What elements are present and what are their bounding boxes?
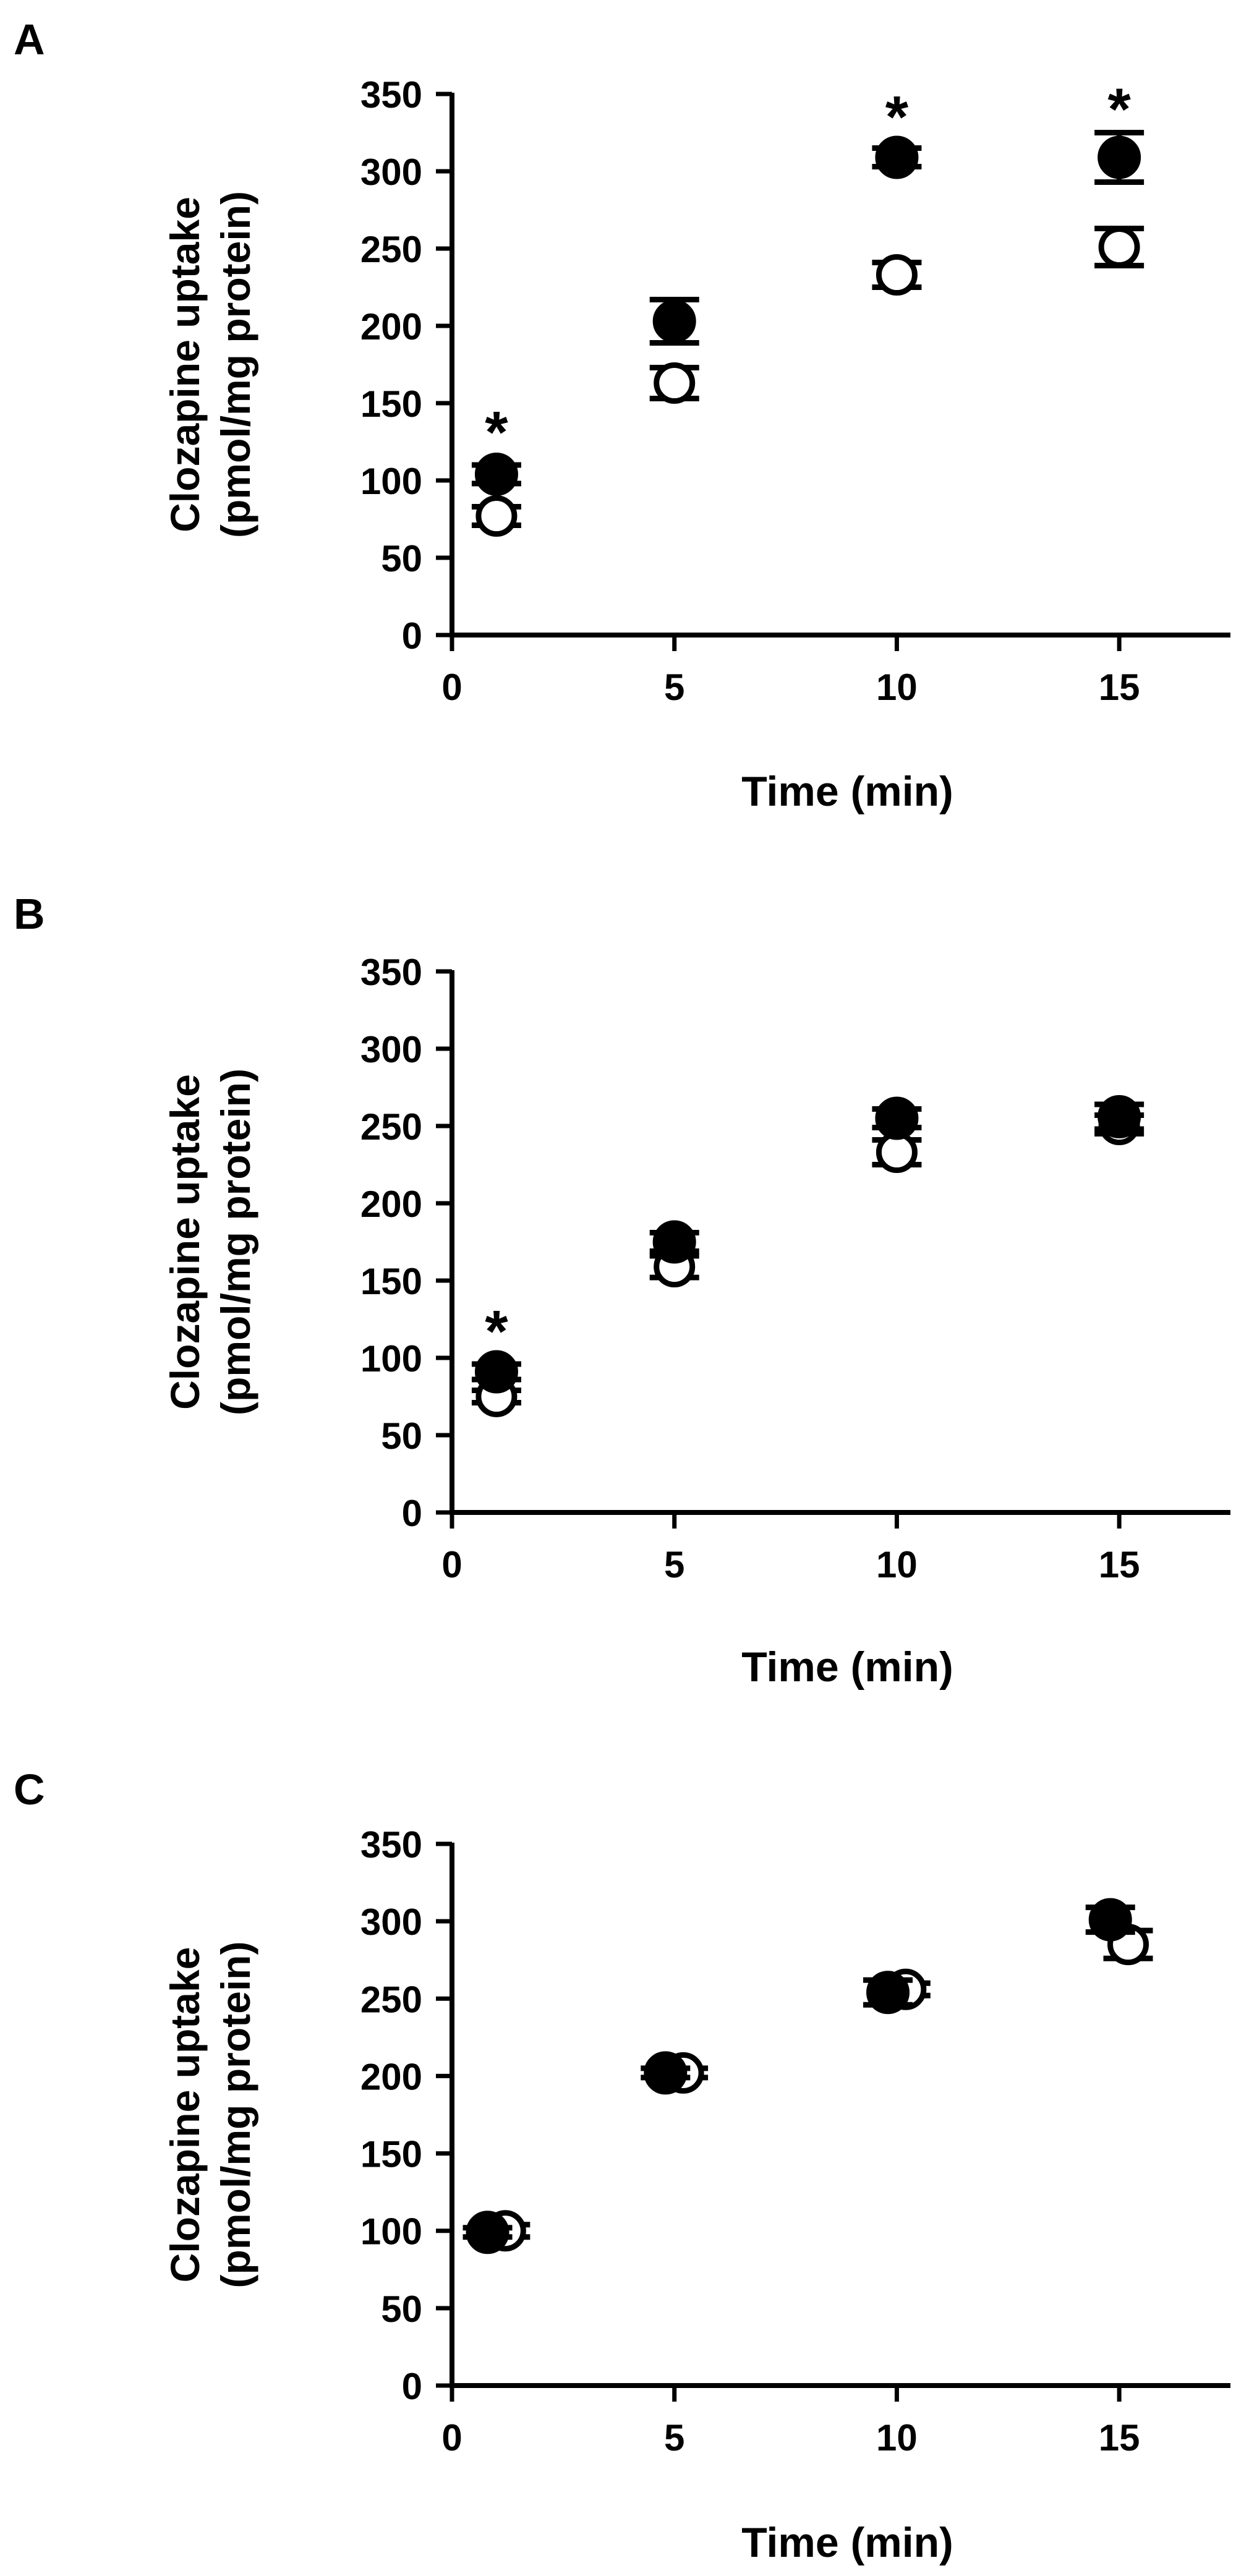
data-point-filled (875, 135, 919, 179)
series-open (471, 226, 1144, 537)
x-tick-label: 15 (1099, 2417, 1140, 2459)
data-point-open (1098, 226, 1140, 268)
data-point-filled (866, 1971, 910, 2015)
y-tick-label: 250 (360, 229, 422, 270)
series-filled (471, 1095, 1144, 1394)
data-point-open (876, 254, 918, 296)
chart-panel-c: C 0 50 100 150 200 250 300 350 0 5 10 15 Time (min) Cl… (14, 1765, 1230, 2566)
y-tick-label: 0 (402, 615, 422, 657)
y-tick-label: 0 (402, 2366, 422, 2407)
x-tick-label: 0 (441, 1544, 462, 1585)
series-open (471, 1104, 1144, 1417)
x-tick-label: 10 (876, 667, 918, 708)
x-tick-label: 5 (664, 2417, 684, 2459)
x-axis-label: Time (min) (741, 768, 953, 815)
y-tick-label: 200 (360, 306, 422, 348)
y-tick-label: 0 (402, 1493, 422, 1534)
x-tick-label: 0 (441, 667, 462, 708)
y-tick-label: 300 (360, 151, 422, 193)
y-tick-label: 200 (360, 2056, 422, 2097)
data-point-filled (644, 2051, 688, 2095)
significance-star: * (1107, 77, 1131, 143)
y-tick-label: 150 (360, 1261, 422, 1302)
panel-label: B (14, 890, 45, 938)
series-filled (462, 1898, 1135, 2254)
significance-star: * (485, 399, 508, 466)
data-point-filled (1097, 135, 1141, 179)
significance-star: * (485, 1299, 508, 1365)
data-point-filled (652, 299, 696, 343)
x-tick-label: 10 (876, 1544, 918, 1585)
data-point-open (654, 362, 696, 404)
y-axis-label-line: Clozapine uptake (162, 197, 208, 532)
chart-panel-a: A 0 50 100 150 200 250 300 350 0 5 10 15 Time (min) Cl… (14, 15, 1230, 815)
x-tick-label: 10 (876, 2417, 918, 2459)
y-tick-label: 250 (360, 1979, 422, 2020)
y-tick-label: 100 (360, 1338, 422, 1380)
y-tick-label: 300 (360, 1029, 422, 1070)
x-tick-label: 5 (664, 667, 684, 708)
x-tick-label: 15 (1099, 667, 1140, 708)
y-tick-label: 50 (381, 2288, 422, 2330)
x-tick-label: 15 (1099, 1544, 1140, 1585)
y-axis-label-line: Clozapine uptake (162, 1947, 208, 2283)
y-tick-label: 150 (360, 2134, 422, 2175)
y-tick-label: 350 (360, 952, 422, 993)
series-open (480, 1924, 1153, 2252)
data-point-filled (875, 1096, 919, 1140)
data-point-open (475, 495, 518, 537)
panel-label: C (14, 1765, 45, 1814)
y-axis-label-line: (pmol/mg protein) (213, 1942, 258, 2288)
series-filled (471, 130, 1144, 496)
data-point-filled (474, 453, 518, 496)
y-tick-label: 300 (360, 1901, 422, 1943)
panel-label: A (14, 15, 45, 64)
chart-panel-b: B 0 50 100 150 200 250 300 350 0 5 10 15 Time (min) Cl… (14, 890, 1230, 1691)
x-tick-label: 5 (664, 1544, 684, 1585)
significance-star: * (885, 84, 909, 150)
y-tick-label: 50 (381, 538, 422, 579)
y-axis-label-line: (pmol/mg protein) (213, 191, 258, 538)
y-tick-label: 350 (360, 74, 422, 116)
data-point-filled (1097, 1095, 1141, 1138)
x-axis-label: Time (min) (741, 1644, 953, 1691)
y-tick-label: 50 (381, 1415, 422, 1457)
data-point-filled (466, 2211, 509, 2254)
y-tick-label: 100 (360, 2211, 422, 2253)
y-axis-label-line: Clozapine uptake (162, 1074, 208, 1410)
y-axis-label: Clozapine uptake (pmol/mg protein) (162, 191, 258, 538)
y-axis-label: Clozapine uptake (pmol/mg protein) (162, 1942, 258, 2288)
y-tick-label: 250 (360, 1106, 422, 1148)
data-point-filled (1088, 1898, 1132, 1942)
x-tick-label: 0 (441, 2417, 462, 2459)
y-tick-label: 150 (360, 383, 422, 425)
y-tick-label: 350 (360, 1824, 422, 1866)
y-tick-label: 200 (360, 1184, 422, 1225)
y-tick-label: 100 (360, 461, 422, 502)
y-axis-label-line: (pmol/mg protein) (213, 1068, 258, 1415)
x-axis-label: Time (min) (741, 2519, 953, 2566)
data-point-filled (652, 1220, 696, 1264)
data-point-filled (474, 1350, 518, 1394)
y-axis-label: Clozapine uptake (pmol/mg protein) (162, 1068, 258, 1415)
